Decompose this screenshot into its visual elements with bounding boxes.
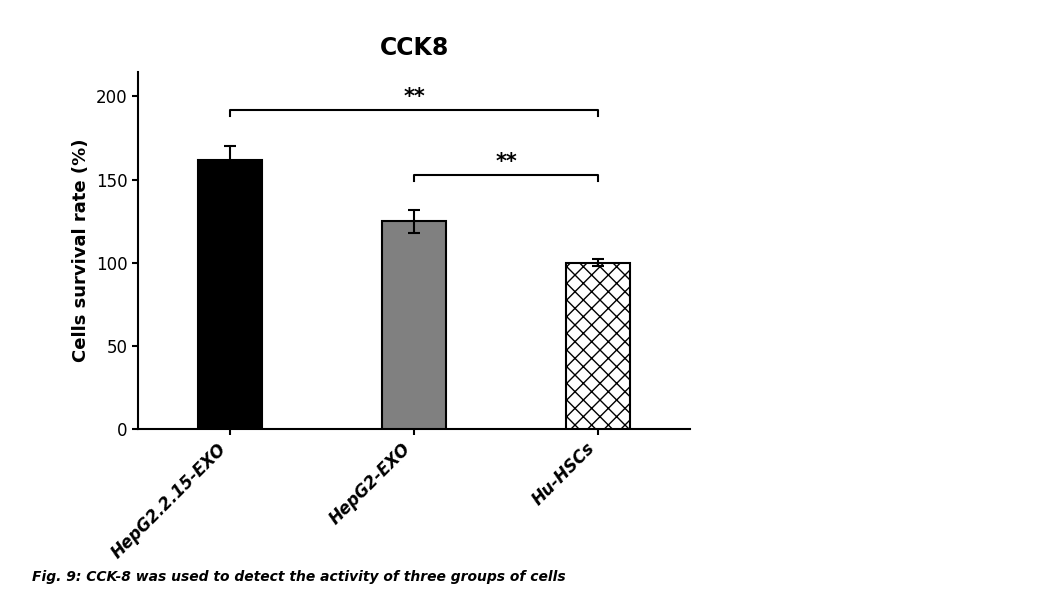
Text: Fig. 9: CCK-8 was used to detect the activity of three groups of cells: Fig. 9: CCK-8 was used to detect the act…: [32, 570, 565, 584]
Y-axis label: Cells survival rate (%): Cells survival rate (%): [72, 138, 90, 362]
Text: **: **: [495, 152, 517, 172]
Text: **: **: [404, 87, 425, 107]
Title: CCK8: CCK8: [379, 36, 449, 60]
Bar: [382, 221, 446, 429]
Bar: [198, 160, 262, 429]
Bar: [566, 263, 631, 429]
